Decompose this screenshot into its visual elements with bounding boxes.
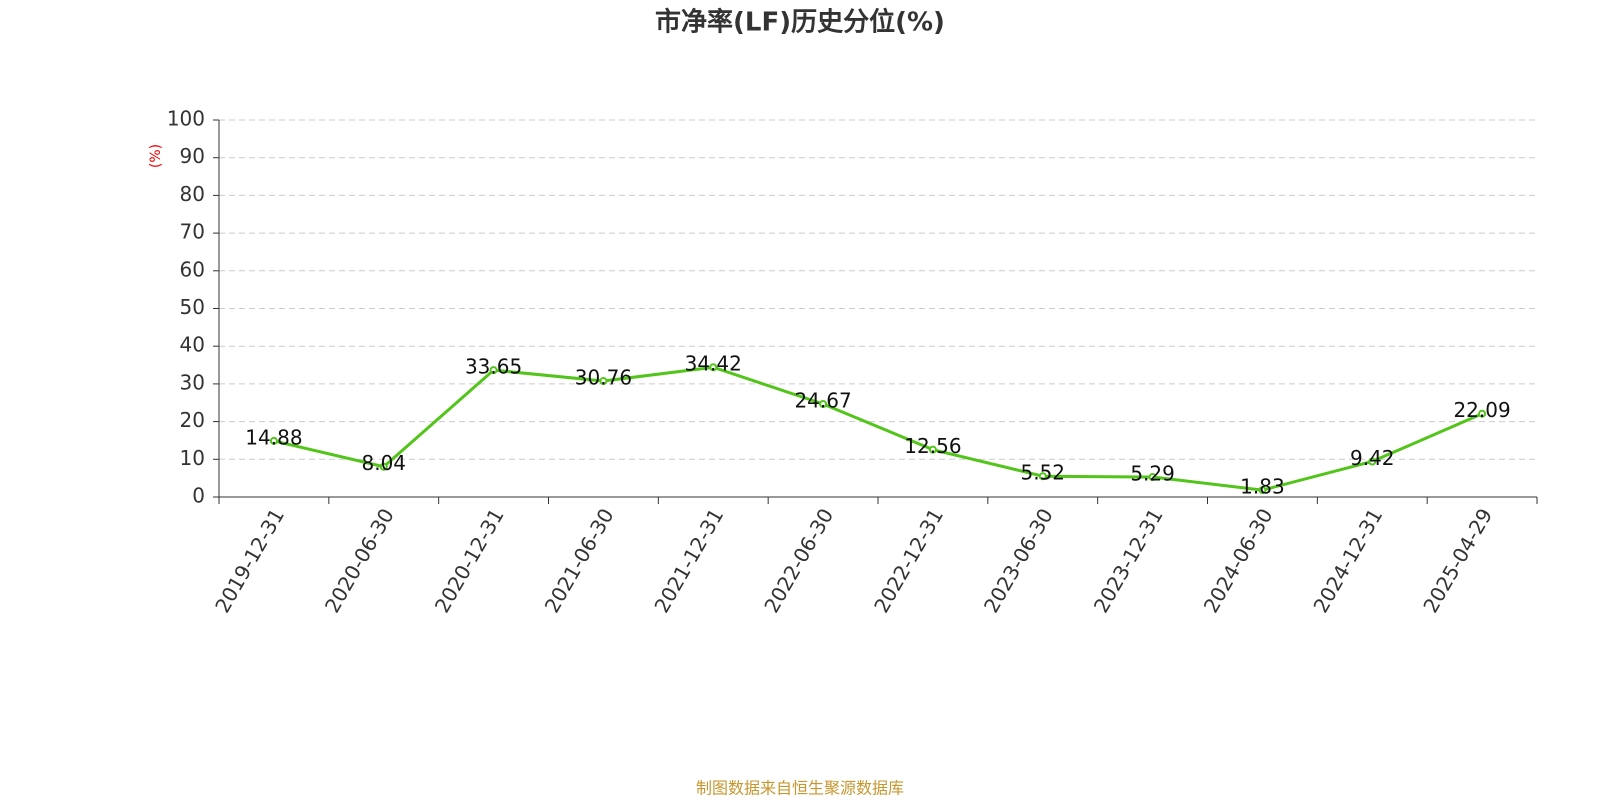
x-tick-label: 2024-06-30 <box>1199 504 1278 617</box>
line <box>273 365 1483 492</box>
data-label: 34.42 <box>685 352 742 376</box>
data-label: 33.65 <box>465 355 522 379</box>
data-label: 8.04 <box>361 451 406 475</box>
point <box>489 366 498 375</box>
data-label: 5.29 <box>1130 462 1175 486</box>
point <box>269 436 278 445</box>
chart-title: 市净率(LF)历史分位(%) <box>655 7 945 38</box>
data-label: 12.56 <box>904 434 961 458</box>
point <box>928 445 937 454</box>
y-tick-label: 40 <box>180 333 205 357</box>
point <box>599 377 608 386</box>
y-tick-label: 90 <box>180 144 205 168</box>
y-tick-label: 80 <box>180 182 205 206</box>
y-tick-label: 50 <box>180 295 205 319</box>
x-tick-label: 2019-12-31 <box>210 504 289 617</box>
point <box>819 399 828 408</box>
point <box>1368 457 1377 466</box>
y-tick-label: 100 <box>167 107 205 131</box>
data-label: 24.67 <box>794 388 851 412</box>
point <box>1478 409 1487 418</box>
point <box>1148 473 1157 482</box>
y-tick-label: 20 <box>180 408 205 432</box>
point <box>1038 472 1047 481</box>
x-tick-label: 2024-12-31 <box>1308 504 1387 617</box>
data-label: 22.09 <box>1453 398 1510 422</box>
y-tick-label: 70 <box>180 220 205 244</box>
point <box>709 363 718 372</box>
y-tick-label: 60 <box>180 257 205 281</box>
data-label: 1.83 <box>1240 475 1285 499</box>
x-tick-label: 2023-06-30 <box>979 504 1058 617</box>
point <box>1258 486 1267 495</box>
x-tick-label: 2023-12-31 <box>1089 504 1168 617</box>
x-tick-label: 2025-04-29 <box>1418 504 1497 617</box>
data-label: 14.88 <box>245 425 302 449</box>
x-tick-label: 2022-12-31 <box>869 504 948 617</box>
y-tick-label: 10 <box>180 446 205 470</box>
y-tick-label: 30 <box>180 370 205 394</box>
data-label: 5.52 <box>1020 461 1065 485</box>
x-tick-label: 2020-12-31 <box>430 504 509 617</box>
y-tick-label: 0 <box>192 484 205 508</box>
x-tick-label: 2022-06-30 <box>759 504 838 617</box>
x-tick-label: 2020-06-30 <box>320 504 399 617</box>
y-axis-label: (%) <box>148 144 164 168</box>
x-tick-label: 2021-06-30 <box>540 504 619 617</box>
data-label: 30.76 <box>575 366 632 390</box>
point <box>379 462 388 471</box>
data-label: 9.42 <box>1350 446 1395 470</box>
source-note: 制图数据来自恒生聚源数据库 <box>696 779 904 798</box>
x-tick-label: 2021-12-31 <box>649 504 728 617</box>
